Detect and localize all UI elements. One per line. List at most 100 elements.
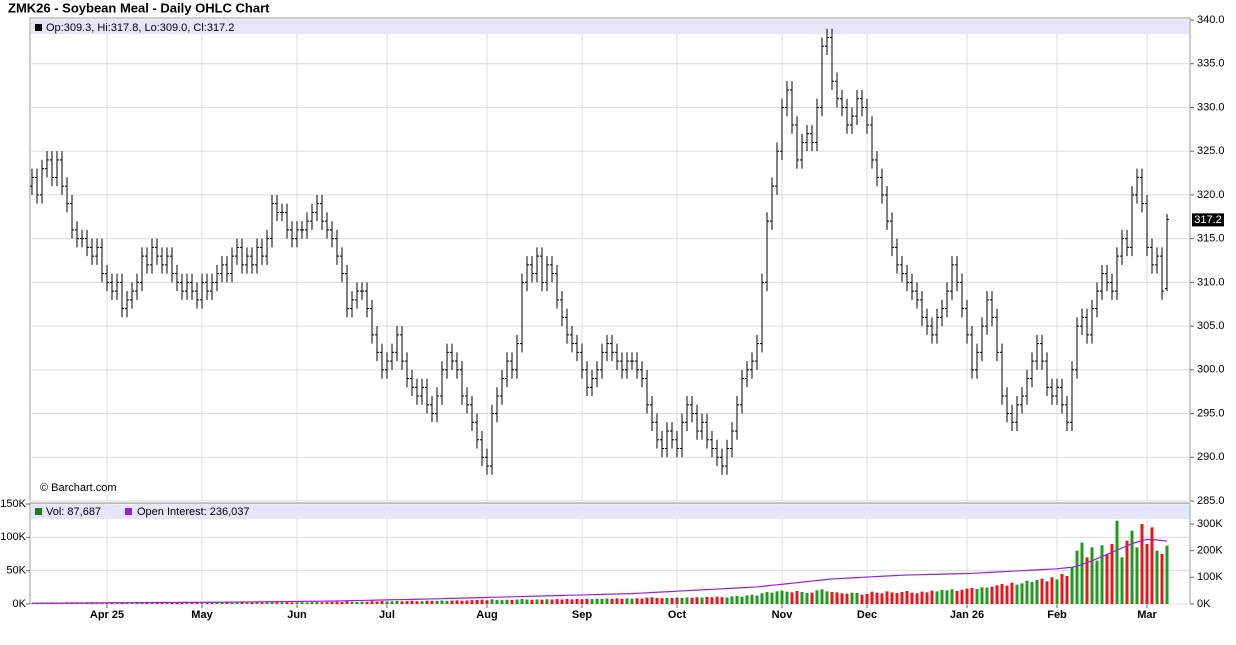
- volume-bar: [445, 600, 449, 604]
- volume-bar: [210, 602, 214, 604]
- volume-bar: [680, 597, 684, 604]
- volume-bar: [730, 596, 734, 604]
- last-price-label: 317.2: [1194, 214, 1222, 226]
- volume-bar: [975, 589, 979, 604]
- x-tick-label: May: [191, 609, 213, 621]
- volume-bar: [955, 591, 959, 604]
- volume-bar: [900, 592, 904, 604]
- volume-bar: [230, 602, 234, 604]
- volume-bar: [535, 599, 539, 604]
- volume-bar: [815, 590, 819, 604]
- volume-bar: [555, 599, 559, 604]
- volume-bar: [745, 595, 749, 604]
- volume-bar: [1025, 580, 1029, 604]
- volume-bar: [715, 596, 719, 604]
- volume-bar: [295, 602, 299, 604]
- volume-bar: [1095, 560, 1099, 604]
- volume-bar: [345, 601, 349, 604]
- volume-bar: [140, 603, 144, 604]
- y-tick-label: 0K: [13, 598, 27, 610]
- volume-bar: [215, 602, 219, 604]
- legend-swatch: [35, 24, 42, 31]
- volume-bar: [270, 602, 274, 604]
- volume-bar: [800, 592, 804, 604]
- volume-bar: [260, 602, 264, 604]
- y2-tick-label: 300K: [1197, 518, 1223, 530]
- volume-bar: [95, 603, 99, 604]
- volume-bar: [80, 603, 84, 604]
- volume-bar: [775, 591, 779, 604]
- volume-bar: [685, 597, 689, 604]
- volume-bar: [1030, 582, 1034, 604]
- volume-bar: [500, 600, 504, 604]
- volume-bar: [1015, 584, 1019, 604]
- volume-bar: [1145, 544, 1149, 604]
- volume-bar: [1065, 576, 1069, 604]
- volume-bar: [1090, 547, 1094, 604]
- volume-bar: [845, 593, 849, 604]
- volume-bar: [565, 599, 569, 604]
- volume-bar: [1085, 557, 1089, 604]
- volume-bar: [165, 602, 169, 604]
- volume-bar: [925, 592, 929, 604]
- x-tick-label: Jun: [287, 609, 307, 621]
- volume-bar: [810, 592, 814, 604]
- volume-bar: [655, 598, 659, 604]
- volume-bar: [755, 595, 759, 604]
- y-tick-label: 285.0: [1197, 495, 1225, 507]
- legend-text: Op:309.3, Hi:317.8, Lo:309.0, Cl:317.2: [46, 22, 234, 34]
- volume-bar: [735, 596, 739, 604]
- volume-bar: [420, 601, 424, 604]
- y-tick-label: 310.0: [1197, 276, 1225, 288]
- volume-bar: [180, 602, 184, 604]
- volume-bar: [195, 602, 199, 604]
- volume-bar: [1115, 520, 1119, 604]
- volume-bar: [875, 592, 879, 604]
- volume-bar: [490, 599, 494, 604]
- y-tick-label: 325.0: [1197, 145, 1225, 157]
- volume-bar: [485, 600, 489, 604]
- volume-bar: [1055, 579, 1059, 604]
- y-tick-label: 295.0: [1197, 407, 1225, 419]
- x-tick-label: Apr 25: [90, 609, 124, 621]
- volume-bar: [750, 594, 754, 604]
- volume-bar: [505, 599, 509, 604]
- x-tick-label: Mar: [1137, 609, 1157, 621]
- volume-bar: [510, 600, 514, 604]
- volume-bar: [865, 594, 869, 604]
- volume-bar: [840, 593, 844, 604]
- volume-bar: [660, 598, 664, 604]
- volume-bar: [785, 591, 789, 604]
- volume-bar: [400, 601, 404, 604]
- volume-bar: [615, 598, 619, 604]
- chart-title: ZMK26 - Soybean Meal - Daily OHLC Chart: [8, 0, 270, 15]
- volume-bar: [1160, 554, 1164, 604]
- volume-bar: [1135, 547, 1139, 604]
- volume-bar: [135, 602, 139, 604]
- volume-bar: [990, 586, 994, 604]
- volume-bar: [970, 588, 974, 604]
- volume-bar: [440, 600, 444, 604]
- price-panel: [29, 17, 1191, 502]
- volume-bar: [240, 602, 244, 604]
- volume-bar: [1075, 550, 1079, 604]
- volume-bar: [1100, 545, 1104, 604]
- volume-bar: [120, 602, 124, 604]
- volume-bar: [175, 602, 179, 604]
- y2-tick-label: 0K: [1197, 598, 1211, 610]
- volume-bar: [1130, 530, 1134, 604]
- volume-bar: [1110, 544, 1114, 604]
- volume-bar: [155, 602, 159, 604]
- x-tick-label: Nov: [772, 609, 794, 621]
- volume-bar: [765, 592, 769, 604]
- volume-bar: [650, 597, 654, 604]
- volume-bar: [245, 602, 249, 604]
- volume-bar: [265, 602, 269, 604]
- legend-text: Vol: 87,687: [46, 506, 101, 518]
- volume-bar: [705, 597, 709, 604]
- volume-bar: [75, 603, 79, 604]
- volume-bar: [530, 599, 534, 604]
- volume-bar: [770, 592, 774, 604]
- volume-bar: [820, 589, 824, 604]
